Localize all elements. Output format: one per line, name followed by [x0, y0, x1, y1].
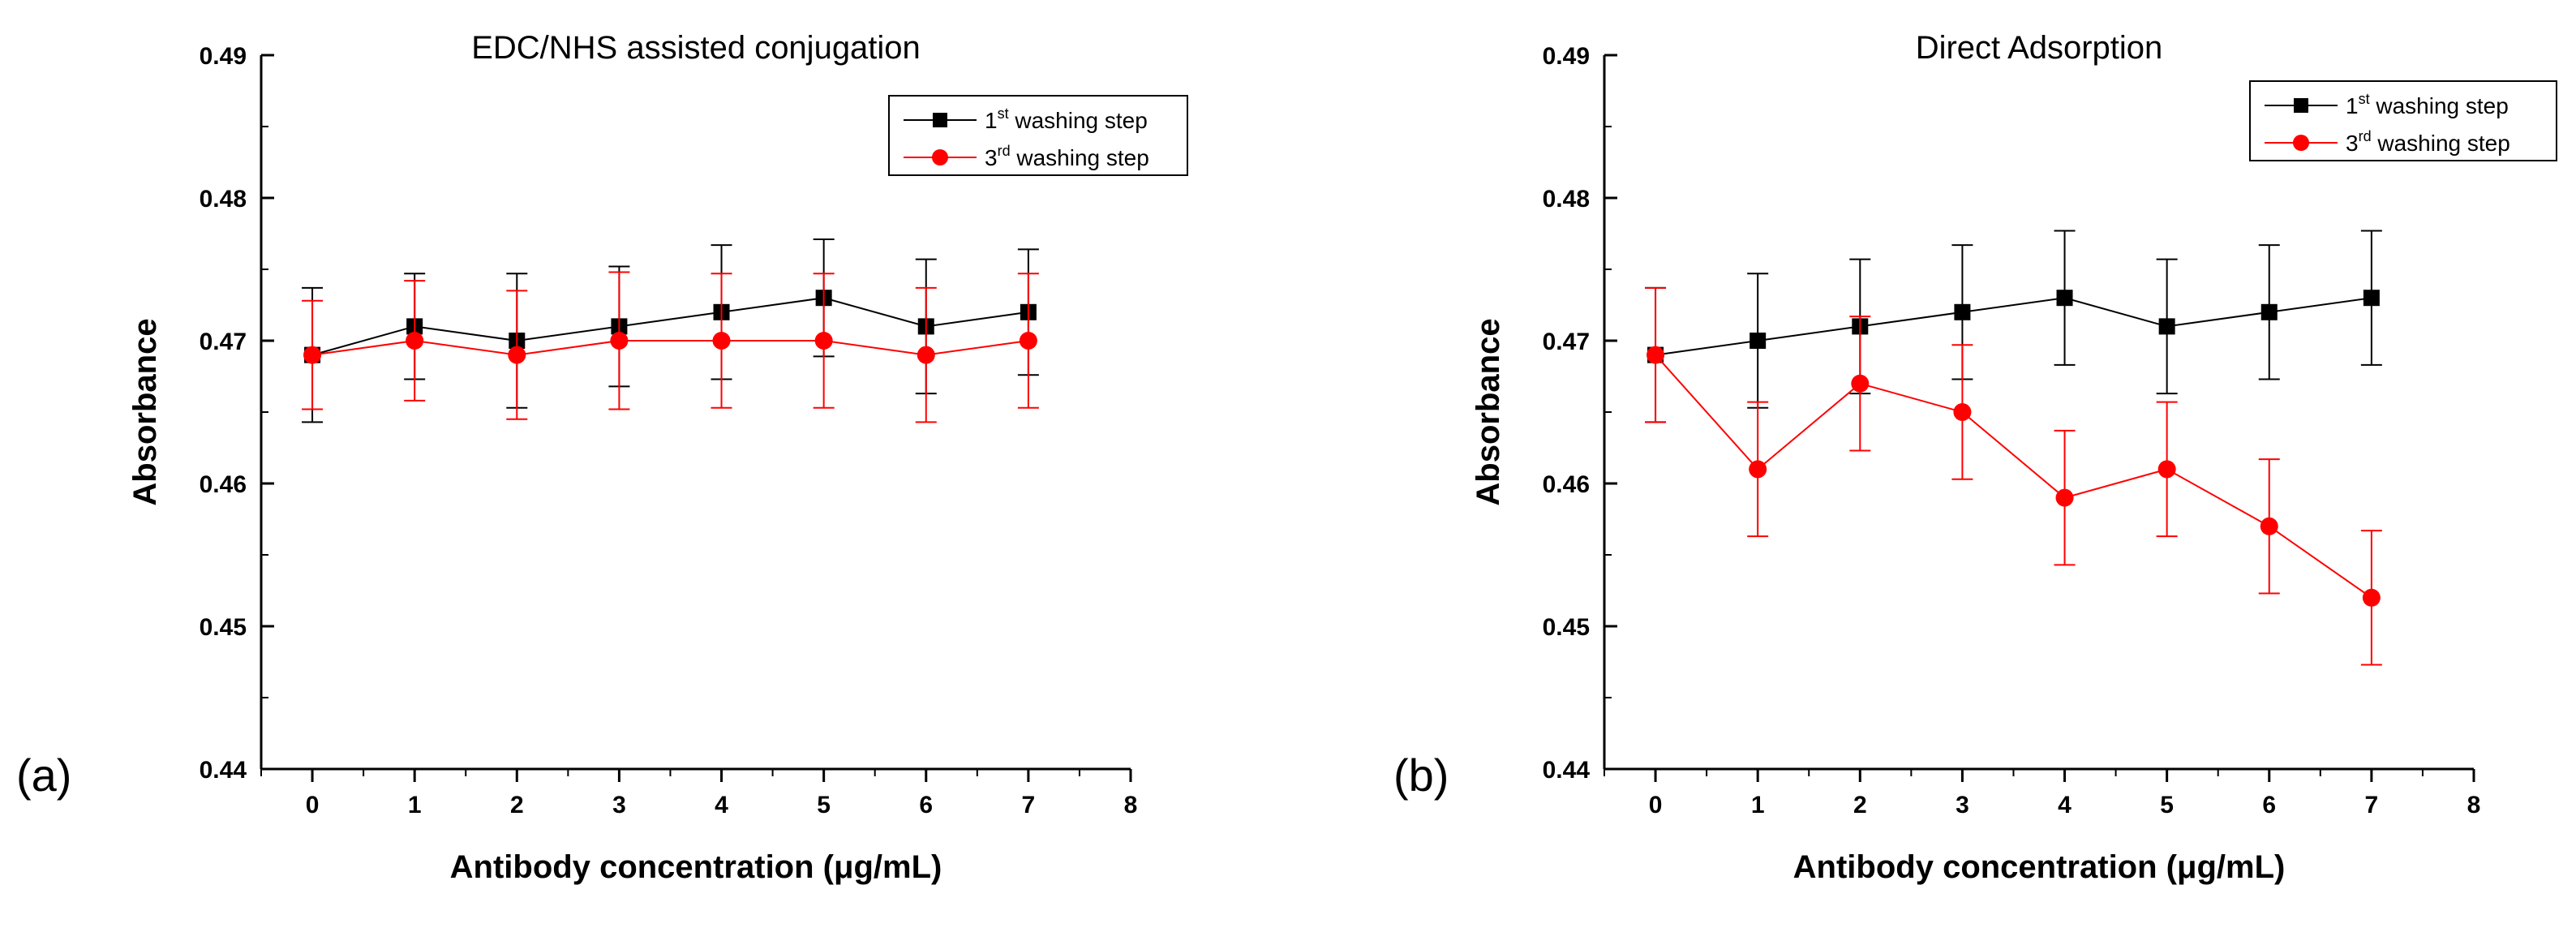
data-point-circle	[303, 346, 322, 364]
data-point-square	[1954, 303, 1971, 320]
legend-entry: 3rd washing step	[2346, 128, 2510, 156]
series-0	[302, 238, 1039, 423]
chart-panel-0: (a) EDC/NHS assisted conjugation 0.44 0.45 0…	[16, 30, 1188, 885]
legend-entry: 1st washing step	[985, 105, 1148, 133]
legend-entry-text: washing step	[1009, 108, 1148, 133]
legend-entry-superscript: rd	[2359, 128, 2372, 144]
data-point-circle	[610, 332, 629, 350]
y-tick-label: 0.46	[1543, 471, 1590, 498]
data-point-circle	[2055, 488, 2074, 507]
legend-marker-circle	[2293, 135, 2309, 151]
y-axis-label: Absorbance	[1470, 318, 1506, 505]
x-tick-label: 3	[1956, 792, 1969, 818]
x-tick-label: 5	[2160, 792, 2174, 818]
y-tick-label: 0.46	[200, 471, 247, 498]
series-line	[1655, 354, 2372, 599]
legend-marker-square	[2294, 98, 2308, 113]
x-tick-label: 4	[715, 792, 728, 818]
series-1	[302, 271, 1039, 423]
x-tick-label: 0	[306, 792, 320, 818]
y-tick-label: 0.48	[200, 186, 247, 213]
series-line	[1655, 297, 2372, 356]
x-tick-label: 1	[1751, 792, 1765, 818]
x-tick-label: 3	[612, 792, 626, 818]
y-tick-label: 0.47	[1543, 329, 1590, 355]
x-tick-label: 8	[2467, 792, 2481, 818]
data-point-circle	[2157, 460, 2176, 479]
x-tick-label: 7	[2365, 792, 2379, 818]
y-tick-label: 0.44	[200, 757, 247, 784]
data-point-circle	[1646, 346, 1665, 364]
x-tick-label: 2	[510, 792, 524, 818]
x-tick-label: 5	[817, 792, 831, 818]
legend-entry-number: 1	[985, 108, 998, 133]
y-tick-label: 0.44	[1543, 757, 1591, 784]
x-axis-label: Antibody concentration (μg/mL)	[1793, 849, 2286, 885]
legend-marker-square	[933, 113, 947, 127]
legend-entry-text: washing step	[2372, 131, 2510, 156]
legend-entry-superscript: rd	[998, 143, 1011, 159]
legend-entry-superscript: st	[998, 105, 1009, 122]
legend-entry-text: washing step	[2370, 93, 2509, 118]
legend-entry: 3rd washing step	[985, 143, 1149, 170]
data-point-circle	[406, 332, 424, 350]
y-tick-label: 0.49	[200, 43, 247, 70]
data-point-circle	[508, 346, 526, 364]
data-point-circle	[917, 346, 935, 364]
data-point-square	[2363, 290, 2380, 307]
legend-entry-number: 1	[2346, 93, 2359, 118]
x-tick-label: 6	[2262, 792, 2276, 818]
data-point-square	[2260, 303, 2278, 320]
data-point-circle	[1019, 332, 1037, 350]
series-line	[311, 297, 1029, 356]
series-0	[1645, 230, 2382, 423]
legend-entry-text: washing step	[1011, 145, 1149, 170]
data-point-circle	[2260, 517, 2278, 535]
y-tick-label: 0.49	[1543, 43, 1590, 70]
x-tick-label: 1	[408, 792, 422, 818]
y-tick-label: 0.45	[200, 614, 247, 641]
legend-entry: 1st washing step	[2346, 91, 2509, 118]
x-axis-label: Antibody concentration (μg/mL)	[450, 849, 942, 885]
y-tick-label: 0.45	[1543, 614, 1590, 641]
panel-label: (b)	[1393, 750, 1449, 801]
x-tick-label: 7	[1022, 792, 1036, 818]
data-point-circle	[814, 332, 833, 350]
data-point-circle	[1953, 403, 1972, 421]
data-point-circle	[1749, 460, 1767, 479]
y-axis-label: Absorbance	[127, 318, 163, 505]
y-tick-label: 0.48	[1543, 186, 1590, 213]
data-point-circle	[1851, 374, 1870, 393]
data-point-circle	[2362, 588, 2381, 607]
legend-marker-circle	[932, 149, 948, 165]
x-tick-label: 2	[1853, 792, 1867, 818]
data-point-square	[2056, 290, 2073, 307]
data-point-circle	[712, 332, 731, 350]
series-1	[1645, 286, 2382, 666]
legend-entry-number: 3	[2346, 131, 2359, 156]
data-point-square	[1750, 333, 1767, 349]
chart-title: EDC/NHS assisted conjugation	[471, 30, 921, 66]
x-tick-label: 0	[1649, 792, 1663, 818]
series-line	[311, 339, 1029, 356]
data-point-square	[2158, 318, 2175, 335]
chart-title: Direct Adsorption	[1916, 30, 2163, 66]
x-tick-label: 4	[2058, 792, 2072, 818]
y-tick-label: 0.47	[200, 329, 247, 355]
chart-panel-1: (b) Direct Adsorption 0.44 0.45 0.46 0.47 0.48…	[1393, 30, 2557, 885]
legend-entry-number: 3	[985, 145, 998, 170]
legend-entry-superscript: st	[2359, 91, 2370, 107]
x-tick-label: 8	[1124, 792, 1138, 818]
x-tick-label: 6	[919, 792, 933, 818]
panel-label: (a)	[16, 750, 71, 801]
